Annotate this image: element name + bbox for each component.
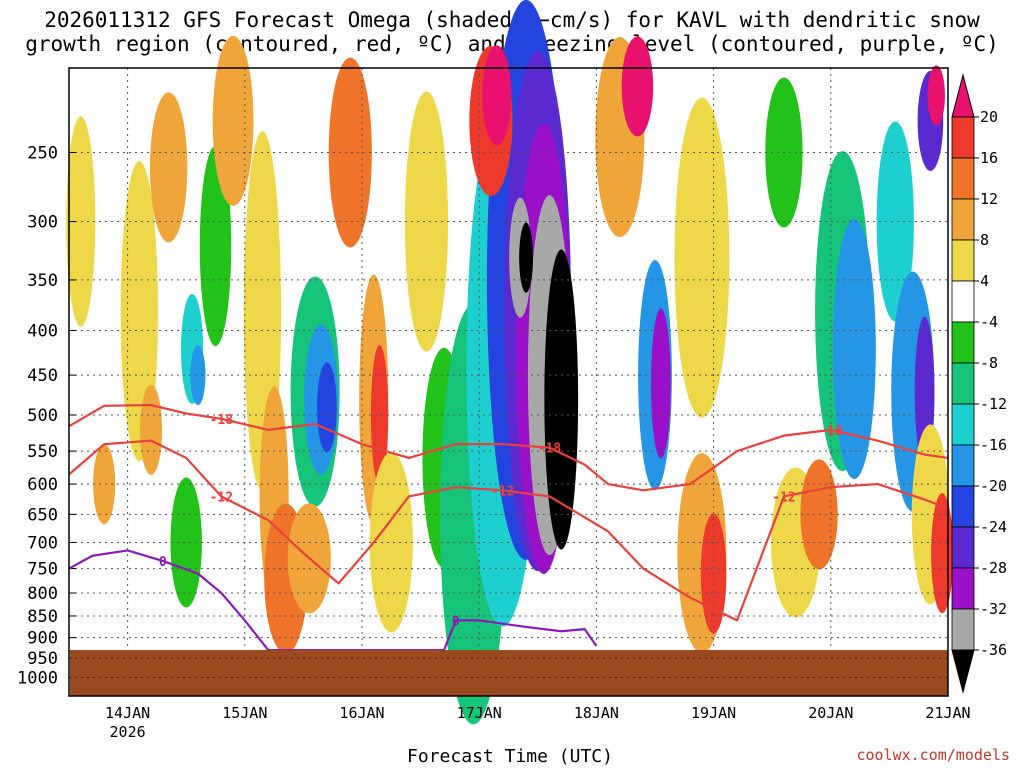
y-tick-label: 950: [27, 649, 58, 669]
y-tick-label: 300: [27, 213, 58, 233]
contour-label: -18: [210, 413, 234, 428]
colorbar-band: [951, 362, 975, 405]
omega-shading-cell: [482, 45, 512, 146]
x-tick-label: 14JAN: [105, 704, 150, 722]
y-tick-label: 400: [27, 322, 58, 342]
y-tick-label: 900: [27, 629, 58, 649]
colorbar-band: [951, 239, 975, 282]
credit-text: coolwx.com/models: [856, 746, 1010, 764]
omega-shading-cell: [404, 91, 449, 352]
omega-shading-cell: [544, 249, 579, 550]
contour-label: -12: [491, 484, 514, 499]
omega-shading-cell: [519, 222, 534, 293]
colorbar-tick-label: 16: [980, 149, 998, 167]
omega-shading-cell: [328, 57, 372, 248]
colorbar: 20 16 12 8 4 -4 -8 -12 -16 -20 -24 -28 -32 -36: [951, 73, 1007, 694]
contour-label: 0: [452, 614, 460, 629]
colorbar-band: [951, 157, 975, 200]
y-tick-label: 750: [27, 560, 58, 580]
omega-shading-cell: [199, 145, 232, 346]
omega-shading-cell: [931, 493, 954, 614]
omega-shading-cell: [621, 36, 654, 137]
colorbar-tick-label: -8: [980, 354, 998, 372]
colorbar-band: [951, 198, 975, 241]
contour-label: -12: [772, 490, 795, 505]
y-tick-label: 700: [27, 533, 58, 553]
colorbar-band: [951, 444, 975, 487]
colorbar-band: [951, 526, 975, 569]
colorbar-tick-label: -36: [980, 641, 1007, 659]
x-tick-label: 19JAN: [691, 704, 736, 722]
omega-shading-cell: [369, 452, 413, 633]
omega-shading-cell: [927, 65, 945, 126]
colorbar-band: [951, 280, 975, 323]
colorbar-band: [951, 608, 975, 651]
colorbar-band: [951, 321, 975, 364]
omega-shading-cell: [140, 384, 163, 475]
y-tick-label: 800: [27, 584, 58, 604]
colorbar-top-arrow: [951, 73, 975, 118]
x-tick-label: 20JAN: [808, 704, 853, 722]
contour-label: -12: [210, 490, 233, 505]
colorbar-tick-label: -24: [980, 518, 1007, 536]
omega-shading-cell: [190, 345, 206, 406]
colorbar-band: [951, 403, 975, 446]
omega-shading-cell: [149, 92, 188, 243]
ground-fill: [70, 650, 948, 696]
y-tick-label: 650: [27, 505, 58, 525]
x-axis-label: Forecast Time (UTC): [407, 746, 613, 767]
omega-shading-cell: [876, 121, 914, 322]
omega-shading-cell: [170, 477, 202, 608]
colorbar-band: [951, 485, 975, 528]
colorbar-tick-label: -16: [980, 436, 1007, 454]
contour-label: -18: [538, 442, 562, 457]
contour-line: [68, 439, 949, 622]
omega-shading-cell: [66, 116, 96, 327]
plot-frame: [68, 67, 949, 697]
colorbar-tick-label: -4: [980, 313, 998, 331]
y-tick-label: 600: [27, 475, 58, 495]
omega-shading-cell: [93, 444, 116, 525]
y-tick-label: 500: [27, 406, 58, 426]
y-tick-label: 850: [27, 607, 58, 627]
x-tick-label: 17JAN: [457, 704, 502, 722]
colorbar-tick-label: -12: [980, 395, 1007, 413]
colorbar-tick-label: -32: [980, 600, 1007, 618]
colorbar-tick-label: 4: [980, 272, 989, 290]
omega-shading-cell: [651, 308, 671, 459]
x-tick-label: 21JAN: [925, 704, 970, 722]
y-tick-label: 450: [27, 366, 58, 386]
contour-line: [68, 403, 949, 492]
contour-label: 0: [159, 555, 167, 570]
colorbar-tick-label: 20: [980, 108, 998, 126]
y-tick-label: 250: [27, 144, 58, 164]
colorbar-band: [951, 567, 975, 610]
contour-label: -18: [819, 424, 843, 439]
y-tick-label: 350: [27, 271, 58, 291]
colorbar-tick-label: -28: [980, 559, 1007, 577]
colorbar-band: [951, 116, 975, 159]
colorbar-tick-label: 12: [980, 190, 998, 208]
y-tick-label: 1000: [17, 669, 58, 689]
plot-area: 2503003504004505005506006507007508008509…: [17, 0, 971, 741]
y-tick-label: 550: [27, 442, 58, 462]
omega-shading-cell: [674, 97, 730, 418]
colorbar-tick-label: 8: [980, 231, 989, 249]
colorbar-bottom-arrow: [951, 649, 975, 694]
x-tick-label: 16JAN: [339, 704, 384, 722]
colorbar-tick-label: -20: [980, 477, 1007, 495]
omega-shading-cell: [212, 35, 254, 206]
x-tick-label: 18JAN: [574, 704, 619, 722]
x-tick-sublabel: 2026: [110, 723, 146, 741]
omega-shading-cell: [832, 218, 876, 479]
x-tick-label: 15JAN: [222, 704, 267, 722]
omega-shading-cell: [316, 362, 337, 453]
